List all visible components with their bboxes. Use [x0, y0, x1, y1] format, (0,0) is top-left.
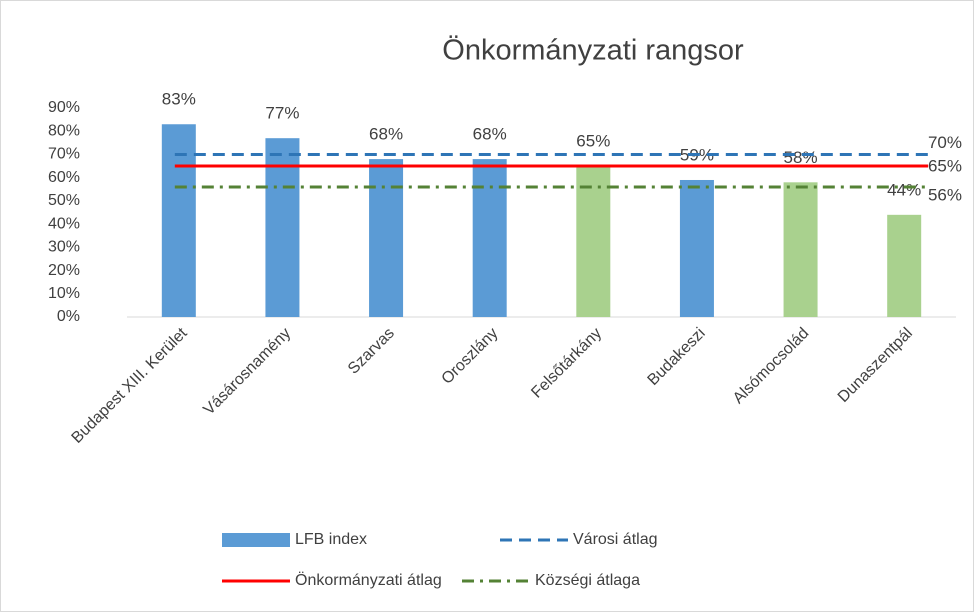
bar [783, 182, 818, 317]
data-label: 77% [265, 104, 299, 123]
y-tick-label: 50% [48, 192, 80, 209]
data-label: 83% [162, 90, 196, 109]
legend-label: Városi átlag [573, 531, 658, 548]
y-tick-label: 40% [48, 215, 80, 232]
legend-label: Községi átlaga [535, 572, 640, 589]
y-tick-label: 90% [48, 99, 80, 116]
y-tick-label: 10% [48, 285, 80, 302]
bar [265, 138, 300, 317]
y-tick-label: 80% [48, 122, 80, 139]
data-label: 58% [784, 148, 818, 167]
y-tick-label: 70% [48, 146, 80, 163]
y-tick-label: 30% [48, 239, 80, 256]
bar [576, 166, 611, 317]
legend-label: LFB index [295, 531, 367, 548]
data-label: 70% [928, 133, 962, 152]
legend-swatch [222, 533, 290, 547]
data-label: 68% [369, 125, 403, 144]
legend-label: Önkormányzati átlag [295, 571, 442, 589]
data-label: 56% [928, 185, 962, 204]
data-label: 44% [887, 180, 921, 199]
data-label: 68% [473, 125, 507, 144]
y-tick-label: 0% [57, 308, 80, 325]
bar [887, 214, 922, 317]
bar [472, 159, 507, 317]
data-label: 65% [928, 157, 962, 176]
bar [679, 179, 714, 317]
bar [161, 124, 196, 317]
y-tick-label: 20% [48, 262, 80, 279]
y-tick-label: 60% [48, 169, 80, 186]
chart-title: Önkormányzati rangsor [442, 35, 744, 67]
bar [369, 159, 404, 317]
data-label: 65% [576, 132, 610, 151]
